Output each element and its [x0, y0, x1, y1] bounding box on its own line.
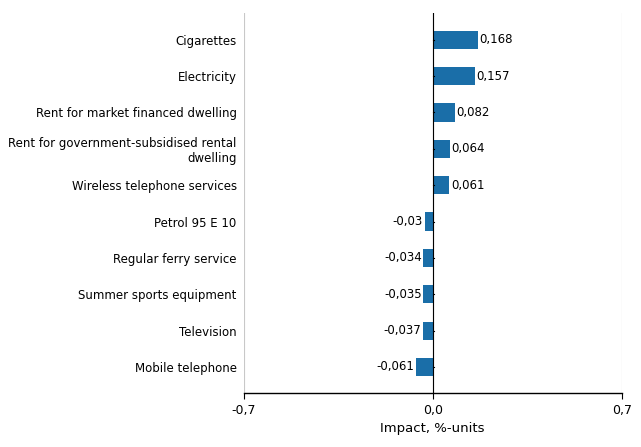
Text: -0,037: -0,037 [383, 324, 421, 337]
Bar [424, 249, 433, 267]
Text: -0,034: -0,034 [384, 251, 422, 265]
X-axis label: Impact, %-units: Impact, %-units [380, 422, 485, 435]
Bar [433, 67, 475, 85]
Bar [423, 285, 433, 304]
Bar [422, 321, 433, 340]
Bar [433, 31, 478, 49]
Text: 0,064: 0,064 [451, 142, 485, 156]
Text: 0,168: 0,168 [479, 33, 513, 46]
Bar [433, 140, 450, 158]
Text: 0,061: 0,061 [451, 179, 484, 192]
Text: 0,082: 0,082 [456, 106, 490, 119]
Bar [416, 358, 433, 376]
Bar [433, 176, 449, 194]
Text: -0,035: -0,035 [384, 288, 422, 301]
Text: 0,157: 0,157 [477, 70, 510, 83]
Bar [424, 212, 433, 231]
Text: -0,03: -0,03 [393, 215, 423, 228]
Text: -0,061: -0,061 [377, 360, 415, 374]
Bar [433, 103, 455, 122]
